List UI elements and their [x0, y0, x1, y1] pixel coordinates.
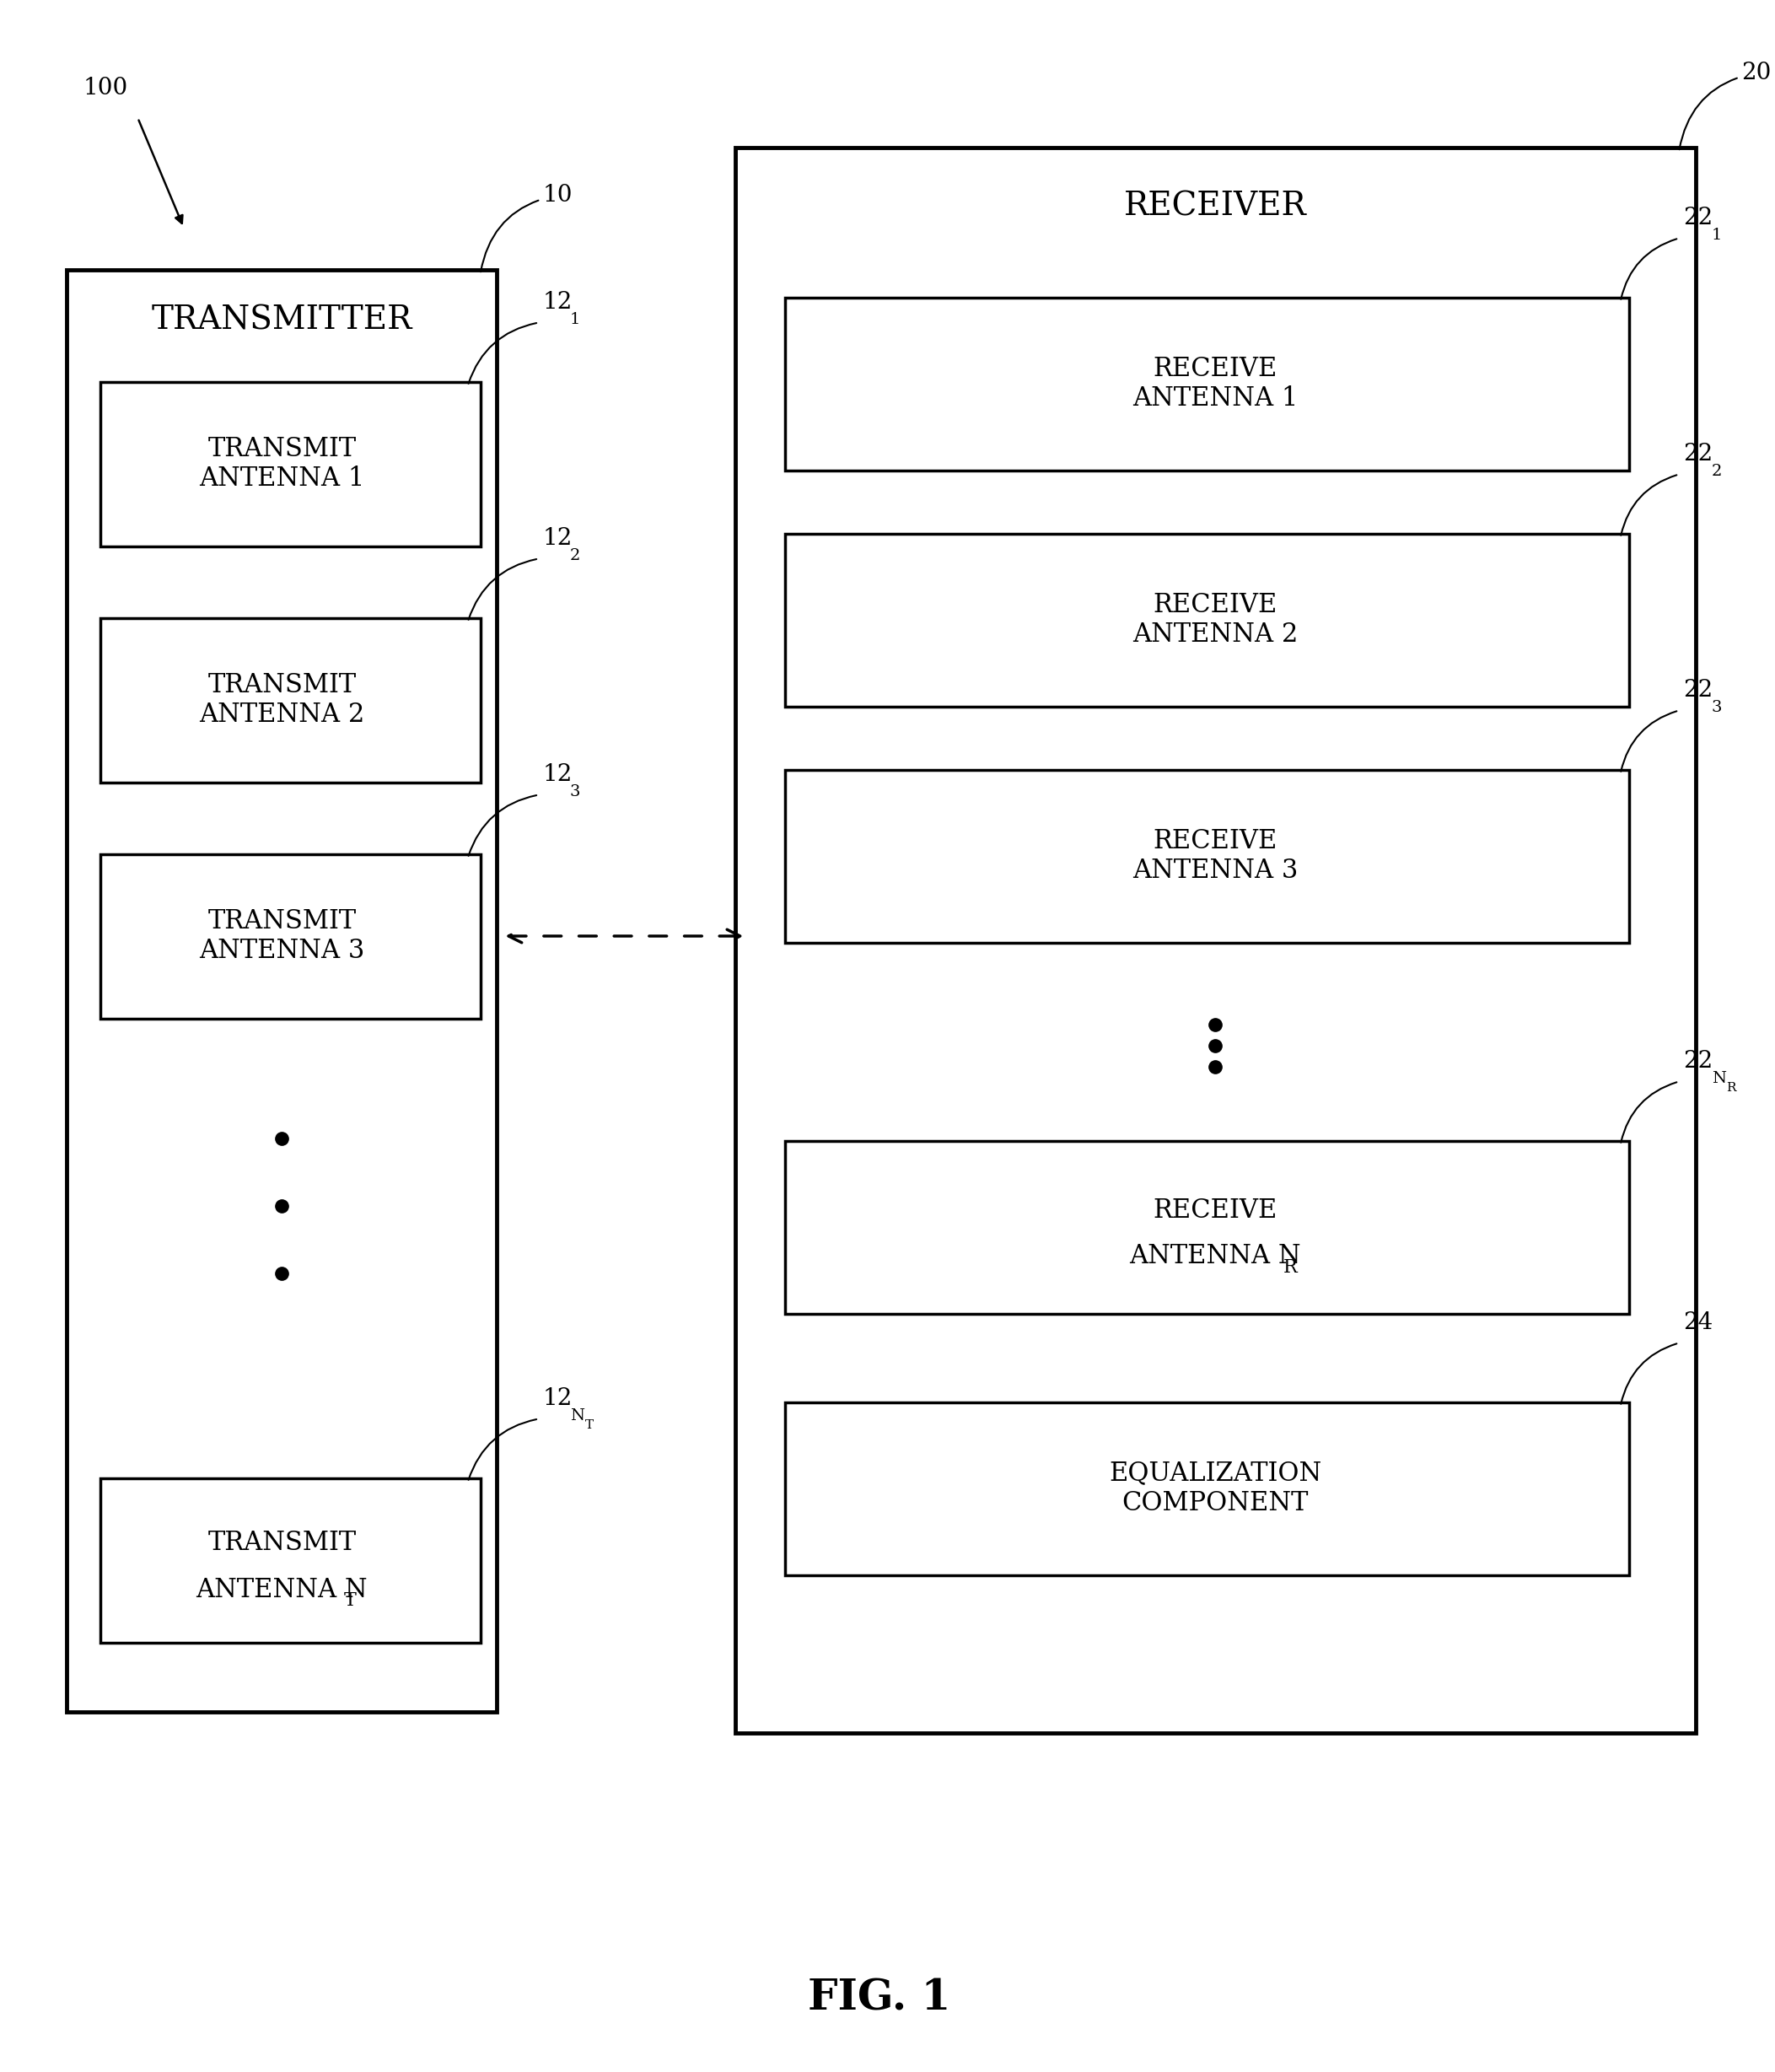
Text: 12: 12 [543, 292, 573, 315]
Bar [785, 296, 1629, 470]
Text: ANTENNA N: ANTENNA N [195, 1577, 367, 1604]
Bar [67, 269, 497, 1711]
Bar [99, 381, 481, 547]
Text: RECEIVE
ANTENNA 1: RECEIVE ANTENNA 1 [1132, 356, 1298, 412]
Text: T: T [584, 1419, 593, 1432]
Text: 3: 3 [570, 783, 580, 800]
Text: TRANSMIT
ANTENNA 3: TRANSMIT ANTENNA 3 [199, 908, 364, 963]
Text: 2: 2 [1711, 464, 1722, 479]
Text: N: N [570, 1407, 584, 1423]
Text: 10: 10 [481, 184, 573, 271]
Bar [785, 1403, 1629, 1575]
Text: 22: 22 [1683, 680, 1713, 702]
Text: 22: 22 [1683, 443, 1713, 466]
Text: 100: 100 [83, 77, 128, 99]
Text: 22: 22 [1683, 1051, 1713, 1073]
Text: 12: 12 [543, 528, 573, 551]
Text: 24: 24 [1683, 1312, 1713, 1334]
Text: 1: 1 [1711, 228, 1722, 242]
Text: T: T [344, 1591, 357, 1610]
Bar [99, 854, 481, 1017]
Text: 1: 1 [570, 311, 580, 327]
Text: R: R [1727, 1082, 1736, 1094]
Text: TRANSMIT
ANTENNA 1: TRANSMIT ANTENNA 1 [199, 435, 364, 491]
Bar [785, 1140, 1629, 1314]
Text: 12: 12 [543, 1388, 573, 1411]
Text: 3: 3 [1711, 700, 1722, 715]
Text: TRANSMITTER: TRANSMITTER [151, 305, 412, 336]
Text: 20: 20 [1679, 62, 1771, 149]
Text: R: R [1283, 1258, 1298, 1276]
Text: RECEIVE: RECEIVE [1154, 1198, 1278, 1222]
Text: N: N [1711, 1071, 1725, 1086]
Text: 22: 22 [1683, 207, 1713, 230]
Bar [99, 617, 481, 781]
Text: EQUALIZATION
COMPONENT: EQUALIZATION COMPONENT [1109, 1461, 1322, 1517]
Text: RECEIVER: RECEIVER [1124, 191, 1306, 222]
Text: FIG. 1: FIG. 1 [808, 1979, 951, 2020]
Text: 2: 2 [570, 547, 580, 564]
Text: RECEIVE
ANTENNA 3: RECEIVE ANTENNA 3 [1132, 829, 1298, 885]
Bar [785, 533, 1629, 707]
Text: TRANSMIT: TRANSMIT [208, 1531, 357, 1556]
Bar [99, 1477, 481, 1643]
Bar [785, 769, 1629, 943]
Text: 12: 12 [543, 765, 573, 787]
Text: TRANSMIT
ANTENNA 2: TRANSMIT ANTENNA 2 [199, 671, 364, 727]
Bar [735, 147, 1695, 1732]
Text: ANTENNA N: ANTENNA N [1129, 1243, 1301, 1270]
Text: RECEIVE
ANTENNA 2: RECEIVE ANTENNA 2 [1132, 593, 1298, 649]
